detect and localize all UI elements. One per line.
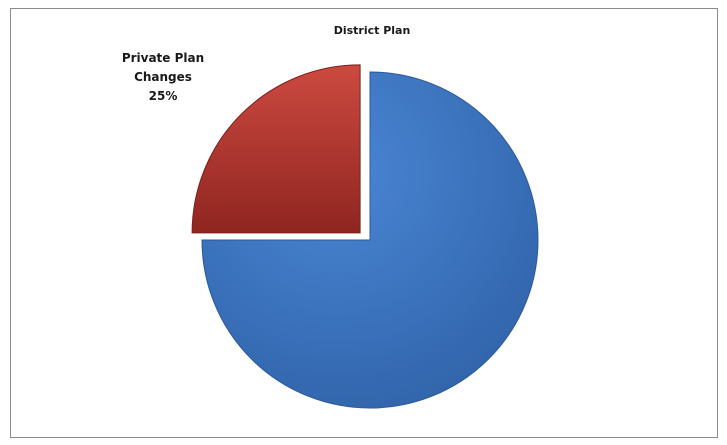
slice-label-line-1: Private Plan [122, 51, 204, 65]
slice-label-line-3: 25% [149, 89, 178, 103]
pie-slices [191, 64, 539, 409]
pie-slice-private-plan-changes [191, 64, 361, 234]
slice-label-line-2: Changes [134, 70, 192, 84]
chart-title: District Plan [334, 24, 411, 37]
pie-labels: Private Plan Changes 25% [122, 51, 204, 103]
pie-slice-unlabeled-0 [201, 71, 539, 409]
